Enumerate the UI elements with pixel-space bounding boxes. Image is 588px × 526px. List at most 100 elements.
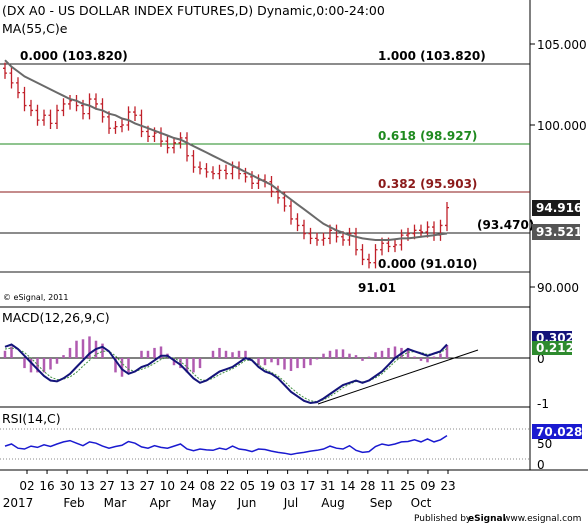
x-month-label: Oct bbox=[411, 496, 432, 510]
low-annotation: 91.01 bbox=[358, 281, 396, 295]
x-tick-label: 28 bbox=[360, 479, 375, 493]
watermark: © eSignal, 2011 bbox=[3, 293, 68, 302]
level-label-1000: 1.000 (103.820) bbox=[378, 49, 486, 63]
x-axis: 02 16 30 13 27 13 27 10 24 08 22 05 19 03 17 31 14 28 11 25… bbox=[3, 470, 456, 510]
macd-histogram bbox=[3, 336, 449, 377]
signal-last-value: 0.212 bbox=[536, 341, 574, 355]
price-bar bbox=[269, 176, 274, 198]
price-bar bbox=[29, 99, 33, 117]
price-bar bbox=[94, 93, 98, 110]
price-bar bbox=[22, 86, 27, 112]
x-tick-label: 23 bbox=[440, 479, 455, 493]
rsi-line bbox=[4, 434, 448, 456]
ma-55-line bbox=[4, 59, 448, 241]
x-tick-label: 13 bbox=[80, 479, 95, 493]
y-tick-label-100: 100.000 bbox=[537, 119, 587, 133]
price-bar bbox=[120, 119, 124, 133]
ma-last-value: 93.521 bbox=[536, 225, 582, 239]
footer-published-by: Published by bbox=[414, 514, 472, 524]
x-tick-label: 27 bbox=[100, 479, 115, 493]
x-tick-label: 08 bbox=[200, 479, 215, 493]
price-bar bbox=[425, 221, 430, 238]
x-tick-label: 14 bbox=[340, 479, 355, 493]
macd-signal-line bbox=[4, 347, 448, 403]
price-bar bbox=[295, 213, 300, 232]
level-label-0382: 0.382 (95.903) bbox=[378, 177, 477, 191]
footer-brand: eSignal bbox=[468, 514, 506, 524]
price-bar bbox=[399, 229, 404, 251]
x-tick-label: 13 bbox=[120, 479, 135, 493]
price-panel: (DX A0 - US DOLLAR INDEX FUTURES,D) Dyna… bbox=[0, 0, 588, 470]
ma-label: MA(55,C)e bbox=[2, 21, 68, 36]
ma-last-tag bbox=[532, 224, 580, 240]
price-bar bbox=[308, 227, 313, 245]
x-month-label: 2017 bbox=[3, 496, 34, 510]
x-tick-label: 24 bbox=[180, 479, 195, 493]
x-month-label: Jul bbox=[283, 496, 298, 510]
price-bar bbox=[61, 98, 66, 117]
price-bar bbox=[185, 132, 189, 162]
price-bar bbox=[198, 161, 202, 175]
price-bar bbox=[107, 111, 111, 134]
price-bar bbox=[113, 120, 118, 134]
macd-y-tick-minus1: -1 bbox=[537, 397, 549, 411]
price-bar bbox=[3, 62, 7, 79]
y-tick-label-105: 105.000 bbox=[537, 38, 587, 52]
x-tick-label: 10 bbox=[160, 479, 175, 493]
price-bar bbox=[48, 109, 53, 130]
x-tick-label: 22 bbox=[220, 479, 235, 493]
price-bars bbox=[3, 62, 449, 269]
level-label-0000-bottom: 0.000 (91.010) bbox=[378, 257, 477, 271]
chart-title: (DX A0 - US DOLLAR INDEX FUTURES,D) Dyna… bbox=[2, 3, 385, 18]
macd-panel: MACD(12,26,9,C) 0 -1 0.302 0.212 bbox=[0, 310, 574, 411]
rsi-last-tag bbox=[532, 424, 582, 439]
rsi-last-value: 70.028 bbox=[536, 425, 582, 439]
footer-url: www.esignal.com bbox=[503, 514, 581, 524]
price-bar bbox=[347, 227, 352, 246]
x-tick-label: 09 bbox=[420, 479, 435, 493]
rsi-y-tick-0: 0 bbox=[537, 458, 545, 472]
price-bar bbox=[289, 200, 293, 225]
price-bar bbox=[224, 164, 228, 180]
level-label-0000-top: 0.000 (103.820) bbox=[20, 49, 128, 63]
price-bar bbox=[42, 109, 46, 126]
footer: Published by eSignal www.esignal.com bbox=[414, 514, 581, 524]
level-label-93470: (93.470) bbox=[477, 218, 534, 232]
price-bar bbox=[204, 163, 209, 178]
price-bar bbox=[133, 106, 137, 121]
price-bar bbox=[315, 232, 319, 246]
x-month-label: Sep bbox=[370, 496, 393, 510]
macd-title: MACD(12,26,9,C) bbox=[2, 310, 110, 325]
x-tick-label: 17 bbox=[300, 479, 315, 493]
x-month-label: Feb bbox=[63, 496, 84, 510]
x-tick-label: 30 bbox=[59, 479, 74, 493]
x-month-label: Apr bbox=[150, 496, 171, 510]
price-bar bbox=[9, 67, 14, 89]
x-tick-label: 11 bbox=[380, 479, 395, 493]
y-tick-label-90: 90.000 bbox=[537, 281, 579, 295]
price-bar bbox=[302, 219, 306, 240]
x-month-label: Jun bbox=[237, 496, 257, 510]
price-bar bbox=[35, 104, 40, 126]
price-bar bbox=[172, 137, 176, 154]
price-bar bbox=[354, 227, 358, 256]
rsi-title: RSI(14,C) bbox=[2, 411, 61, 426]
last-price-value: 94.916 bbox=[536, 201, 582, 215]
macd-line bbox=[4, 343, 448, 405]
price-bar bbox=[55, 104, 59, 130]
x-month-label: May bbox=[192, 496, 217, 510]
x-tick-label: 31 bbox=[320, 479, 335, 493]
x-tick-label: 03 bbox=[280, 479, 295, 493]
x-tick-label: 19 bbox=[260, 479, 275, 493]
price-bar bbox=[68, 95, 72, 110]
price-bar bbox=[139, 109, 144, 138]
rsi-y-tick-50: 50 bbox=[537, 437, 552, 451]
price-bar bbox=[191, 150, 196, 173]
x-month-label: Mar bbox=[104, 496, 127, 510]
level-label-0618: 0.618 (98.927) bbox=[378, 129, 477, 143]
price-bar bbox=[321, 232, 326, 246]
price-bar bbox=[126, 106, 131, 131]
price-bar bbox=[419, 224, 423, 238]
price-bar bbox=[373, 244, 378, 269]
